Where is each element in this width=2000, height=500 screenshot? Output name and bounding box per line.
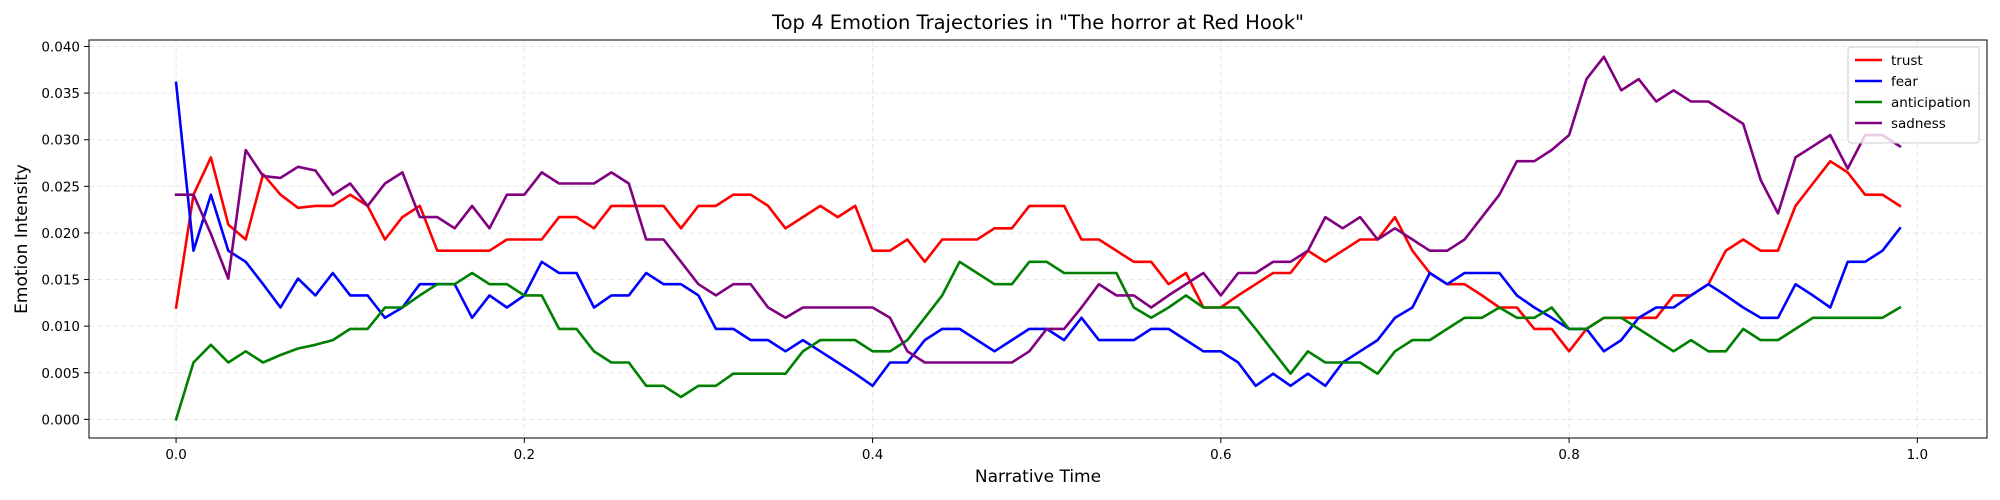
grid: [89, 40, 1987, 438]
y-tick-label: 0.035: [41, 86, 80, 102]
x-tick-label: 0.4: [862, 447, 883, 463]
y-tick-label: 0.000: [41, 412, 80, 428]
x-tick-label: 1.0: [1907, 447, 1928, 463]
x-axis-ticks: 0.0 0.2 0.4 0.6 0.8 1.0: [165, 438, 1928, 463]
legend-label-sadness: sadness: [1891, 116, 1946, 132]
y-tick-label: 0.005: [41, 366, 80, 382]
plot-frame: [88, 39, 1988, 439]
x-tick-label: 0.0: [165, 447, 186, 463]
x-tick-label: 0.2: [514, 447, 535, 463]
legend: trust fear anticipation sadness: [1847, 46, 1980, 144]
y-tick-label: 0.040: [41, 40, 80, 56]
y-tick-label: 0.020: [41, 226, 80, 242]
y-axis-label: Emotion Intensity: [12, 164, 32, 314]
legend-label-trust: trust: [1891, 53, 1923, 69]
series-lines: [174, 55, 1902, 422]
x-tick-label: 0.6: [1210, 447, 1231, 463]
series-line-fear: [174, 81, 1902, 388]
legend-box: [1847, 46, 1980, 144]
y-tick-label: 0.030: [41, 133, 80, 149]
y-tick-label: 0.010: [41, 319, 80, 335]
x-tick-label: 0.8: [1558, 447, 1579, 463]
series-line-anticipation: [174, 260, 1902, 422]
y-axis-ticks: 0.000 0.005 0.010 0.015 0.020 0.025 0.030 0.035…: [41, 40, 89, 428]
legend-label-fear: fear: [1891, 74, 1918, 90]
chart-title: Top 4 Emotion Trajectories in "The horro…: [771, 11, 1304, 34]
x-axis-label: Narrative Time: [975, 467, 1101, 487]
legend-label-anticipation: anticipation: [1891, 95, 1971, 111]
y-tick-label: 0.025: [41, 179, 80, 195]
y-tick-label: 0.015: [41, 273, 80, 289]
series-line-sadness: [174, 55, 1902, 364]
